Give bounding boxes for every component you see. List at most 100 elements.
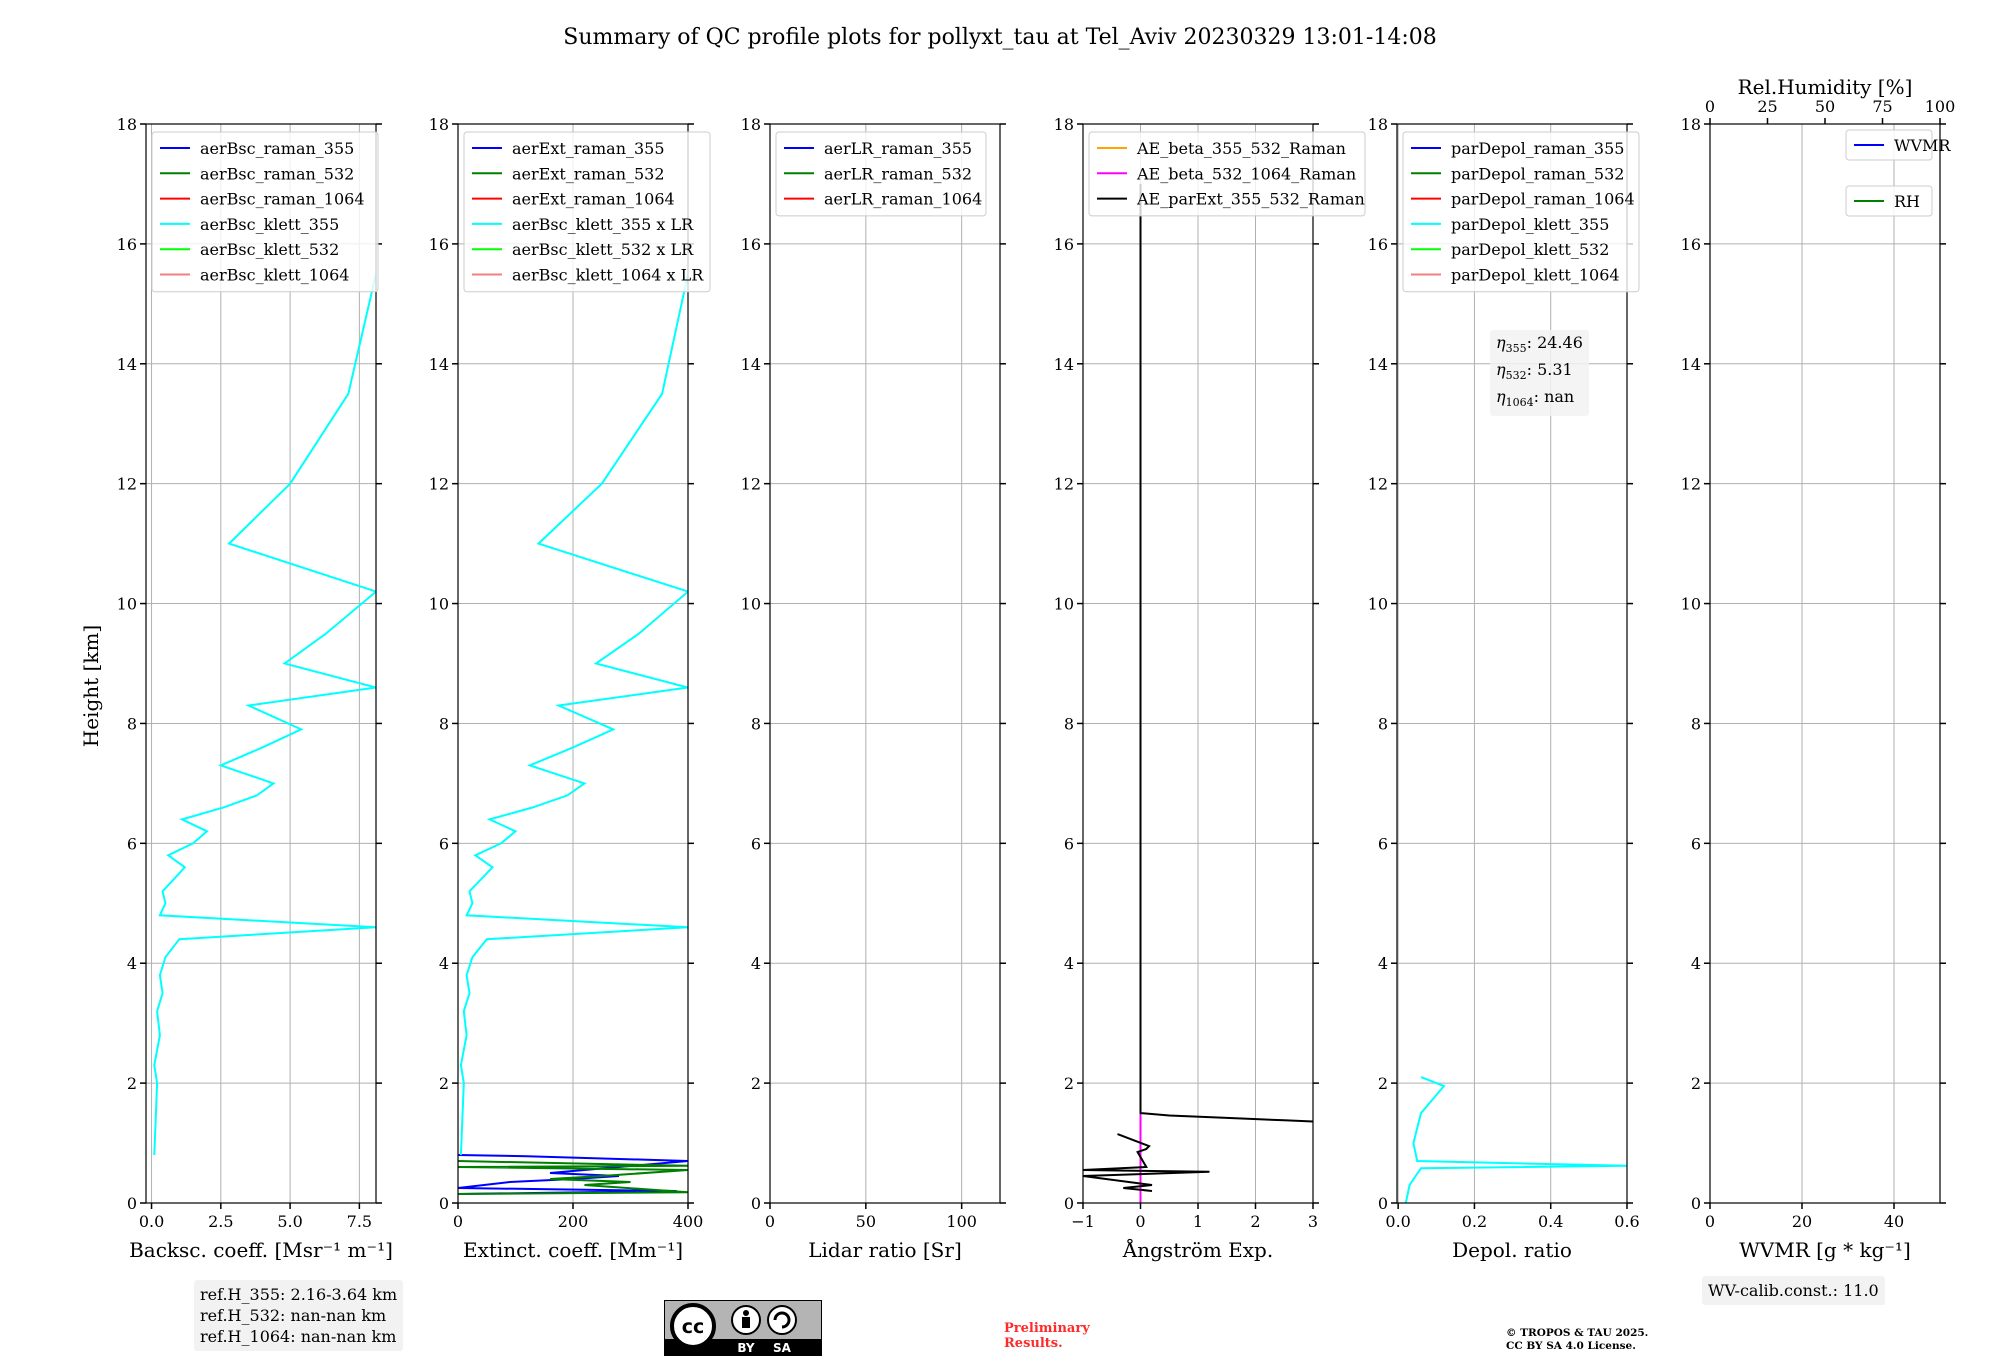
y-tick-label: 4 (439, 954, 449, 973)
series-line-parDepol_klett_355 (1404, 1076, 1627, 1203)
x-tick-label: 5.0 (277, 1212, 302, 1231)
x-tick-label: 0.0 (139, 1212, 164, 1231)
ref-height-355: ref.H_355: 2.16-3.64 km (200, 1285, 398, 1304)
y-tick-label: 18 (741, 115, 761, 134)
legend-label: aerExt_raman_355 (512, 139, 665, 158)
y-tick-label: 6 (127, 834, 137, 853)
y-tick-label: 10 (1368, 595, 1388, 614)
share-alike-icon (767, 1305, 797, 1335)
legend-label: AE_parExt_355_532_Raman (1136, 190, 1365, 209)
x-tick-label: 0.4 (1538, 1212, 1563, 1231)
x-tick-label: 0 (1135, 1212, 1145, 1231)
y-tick-label: 2 (439, 1074, 449, 1093)
y-tick-label: 16 (429, 235, 449, 254)
x-tick-label: 200 (558, 1212, 589, 1231)
y-tick-label: 16 (741, 235, 761, 254)
y-axis-label: Height [km] (79, 625, 103, 747)
y-tick-label: 14 (1681, 355, 1701, 374)
y-tick-label: 8 (439, 714, 449, 733)
y-tick-label: 14 (429, 355, 449, 374)
series-line-AE_parExt_355_532_Raman (1083, 1133, 1210, 1192)
figure-title: Summary of QC profile plots for pollyxt_… (563, 25, 1436, 50)
y-tick-label: 4 (1378, 954, 1388, 973)
x-axis-label: WVMR [g * kg⁻¹] (1739, 1238, 1911, 1262)
y-tick-label: 6 (1378, 834, 1388, 853)
wv-calib-box: WV-calib.const.: 11.0 (1702, 1276, 1885, 1305)
x-tick-label: 2 (1250, 1212, 1260, 1231)
legend-label: aerBsc_raman_355 (200, 139, 354, 158)
ref-height-box: ref.H_355: 2.16-3.64 km ref.H_532: nan-n… (194, 1280, 404, 1351)
top-x-tick-label: 50 (1815, 97, 1835, 116)
y-tick-label: 16 (117, 235, 137, 254)
y-tick-label: 18 (1681, 115, 1701, 134)
axes-frame (1396, 123, 1628, 1204)
legend-label: aerExt_raman_1064 (512, 190, 675, 209)
eta-355: η355: 24.46 (1496, 333, 1583, 356)
y-tick-label: 12 (1368, 475, 1388, 494)
legend-label: parDepol_raman_355 (1451, 139, 1624, 158)
y-tick-label: 0 (439, 1194, 449, 1213)
y-tick-label: 10 (1681, 595, 1701, 614)
legend-label: aerBsc_klett_532 x LR (512, 240, 694, 259)
y-tick-label: 2 (751, 1074, 761, 1093)
legend-label: AE_beta_355_532_Raman (1136, 139, 1346, 158)
y-tick-label: 6 (439, 834, 449, 853)
y-tick-label: 14 (1368, 355, 1388, 374)
y-tick-label: 4 (1691, 954, 1701, 973)
x-tick-label: 0 (765, 1212, 775, 1231)
legend: parDepol_raman_355 parDepol_raman_532 parD… (1402, 131, 1640, 293)
cc-circle-icon (670, 1303, 716, 1349)
y-tick-label: 12 (1681, 475, 1701, 494)
x-axis-label: Depol. ratio (1452, 1238, 1572, 1262)
x-tick-label: 20 (1792, 1212, 1812, 1231)
y-tick-label: 18 (429, 115, 449, 134)
legend: aerBsc_raman_355 aerBsc_raman_532 aerBsc_r… (151, 131, 379, 293)
y-tick-label: 18 (1054, 115, 1074, 134)
eta-532: η532: 5.31 (1496, 360, 1573, 383)
y-tick-label: 12 (429, 475, 449, 494)
y-tick-label: 8 (1064, 714, 1074, 733)
legend-rh: RH (1845, 185, 1933, 217)
y-tick-label: 10 (741, 595, 761, 614)
x-tick-label: 0.2 (1462, 1212, 1487, 1231)
x-axis-label: Extinct. coeff. [Mm⁻¹] (463, 1238, 683, 1262)
y-tick-label: 10 (117, 595, 137, 614)
y-tick-label: 8 (751, 714, 761, 733)
preliminary-results-note: Preliminary Results. (1004, 1321, 1090, 1351)
x-tick-label: 0 (453, 1212, 463, 1231)
y-tick-label: 14 (117, 355, 137, 374)
top-x-axis-label: Rel.Humidity [%] (1738, 75, 1913, 99)
svg-text:cc: cc (682, 1316, 705, 1338)
eta-1064: η1064: nan (1496, 387, 1575, 410)
legend-label: aerBsc_klett_355 (200, 215, 339, 234)
y-tick-label: 0 (751, 1194, 761, 1213)
x-tick-label: 50 (856, 1212, 876, 1231)
y-tick-label: 6 (751, 834, 761, 853)
axes-frame (1709, 123, 1941, 1204)
y-tick-label: 6 (1064, 834, 1074, 853)
series-line-aerBsc_klett_355 (153, 273, 376, 1156)
x-tick-label: 0.0 (1385, 1212, 1410, 1231)
axes-frame (769, 123, 1001, 1204)
cc-sa-label: SA (773, 1341, 792, 1355)
legend: AE_beta_355_532_Raman AE_beta_532_1064_Ra… (1088, 131, 1366, 217)
x-axis-label: Backsc. coeff. [Msr⁻¹ m⁻¹] (129, 1238, 393, 1262)
x-tick-label: 0.6 (1614, 1212, 1639, 1231)
top-x-tick-label: 25 (1757, 97, 1777, 116)
y-tick-label: 0 (1691, 1194, 1701, 1213)
y-tick-label: 10 (1054, 595, 1074, 614)
legend-label: parDepol_klett_355 (1451, 215, 1609, 234)
y-tick-label: 0 (1064, 1194, 1074, 1213)
y-tick-label: 2 (1064, 1074, 1074, 1093)
series-line-aerBsc_klett_355 x LR (459, 273, 688, 1156)
cc-by-sa-badge: cc BY SA (664, 1300, 822, 1356)
x-tick-label: −1 (1071, 1212, 1095, 1231)
legend-label: aerBsc_klett_355 x LR (512, 215, 694, 234)
legend-label: aerBsc_raman_1064 (200, 190, 365, 209)
panel-5: 0 2 4 6 8 10 12 14 16 18 0.0 0.2 0.4 0.6 Depol. ratio p… (1368, 115, 1640, 1262)
legend-label: aerBsc_klett_1064 (200, 266, 349, 285)
y-tick-label: 2 (127, 1074, 137, 1093)
legend-label: aerLR_raman_355 (824, 139, 972, 158)
y-tick-label: 4 (127, 954, 137, 973)
